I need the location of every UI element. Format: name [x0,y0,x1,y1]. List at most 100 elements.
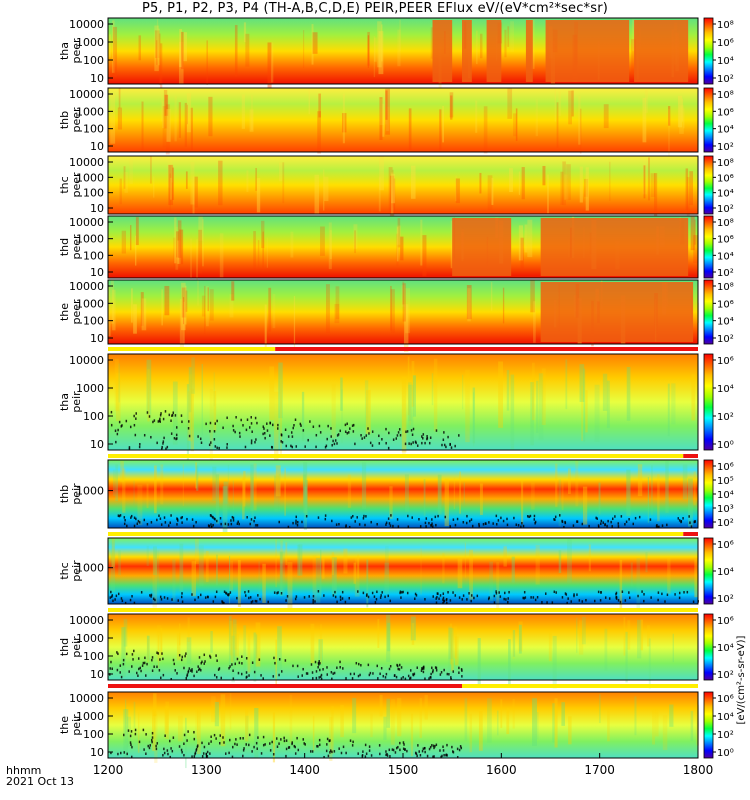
heatmap-noise [290,444,292,448]
heatmap-noise [176,672,178,675]
x-tick-label: 1500 [388,763,419,777]
heatmap-noise [650,596,652,599]
heatmap-streak [469,713,473,753]
heatmap-streak [401,376,407,453]
heatmap-streak [175,226,179,270]
heatmap-noise [332,672,334,675]
heatmap-streak [129,158,133,184]
heatmap-streak [555,463,558,507]
heatmap-streak [237,560,241,607]
heatmap-noise [389,755,391,758]
heatmap-noise [291,742,293,746]
heatmap-noise [264,743,266,746]
heatmap-noise [563,525,565,529]
heatmap-streak [509,168,513,192]
heatmap-noise [380,594,382,597]
heatmap-noise [333,442,336,446]
heatmap-noise [581,522,584,526]
heatmap-noise [248,743,250,747]
heatmap-streak [627,620,631,650]
heatmap-streak [510,374,515,451]
y-tick-label: 1000 [76,233,104,246]
heatmap-streak [303,30,305,69]
heatmap-noise [416,666,419,669]
heatmap-streak [668,106,671,126]
heatmap-noise [117,428,119,432]
heatmap-streak [213,372,215,407]
heatmap-noise [470,518,473,521]
heatmap-streak [455,178,460,204]
heatmap-streak [319,624,323,665]
heatmap-noise [374,601,377,604]
heatmap-streak [689,171,694,206]
colorbar [703,459,714,529]
heatmap-noise [262,735,265,739]
heatmap-noise [249,522,251,526]
heatmap-noise [157,652,160,655]
heatmap-noise [138,740,141,744]
heatmap-noise [389,524,392,527]
heatmap-noise [492,522,494,525]
heatmap-noise [370,520,372,524]
heatmap-streak [243,22,247,43]
heatmap-streak [631,39,637,73]
heatmap-streak [258,561,260,602]
heatmap-noise [191,668,193,671]
heatmap-streak [179,29,183,68]
heatmap-streak [135,217,139,246]
heatmap-noise [368,749,371,752]
heatmap-noise [381,591,383,594]
heatmap-noise [200,661,203,665]
heatmap-noise [123,751,126,754]
heatmap-noise [109,596,112,599]
heatmap-noise [553,590,556,594]
heatmap-noise [625,520,628,524]
heatmap-noise [331,750,333,754]
heatmap-noise [151,740,153,744]
heatmap-noise [256,747,258,750]
heatmap-noise [315,670,318,673]
colorbar [703,215,714,279]
heatmap-noise [443,431,445,434]
heatmap-streak [405,288,411,334]
colorbar-tick-label: 10⁶ [717,462,734,473]
heatmap-noise [269,421,272,425]
panel-probe-label: thb [58,485,71,503]
heatmap-streak [197,708,201,755]
heatmap-noise [362,517,365,520]
heatmap-noise [220,676,223,680]
heatmap-streak [579,166,583,203]
heatmap-noise [428,747,431,751]
heatmap-noise [432,525,434,528]
heatmap-noise [534,520,537,524]
heatmap-noise [367,427,369,430]
heatmap-streak [518,624,522,654]
heatmap-streak [331,557,337,596]
heatmap-noise [314,600,316,603]
heatmap-streak [690,710,694,741]
heatmap-streak [204,285,206,334]
colorbar-tick-label: 10² [717,670,734,681]
heatmap-noise [305,514,308,518]
heatmap-noise [236,743,238,746]
heatmap-noise [185,652,187,655]
heatmap-noise [495,592,498,595]
heatmap-streak [648,638,651,689]
heatmap-noise [151,738,153,742]
heatmap-noise [362,750,364,753]
heatmap-noise [197,668,200,672]
heatmap-noise [351,744,354,747]
heatmap-noise [167,752,169,756]
heatmap-noise [407,514,409,518]
heatmap-noise [326,737,329,741]
heatmap-noise [447,591,449,594]
heatmap-noise [344,423,347,427]
heatmap-noise [459,745,462,748]
heatmap-noise [397,431,400,434]
colorbar-tick-label: 10² [717,334,734,345]
heatmap-noise [285,739,288,742]
heatmap-noise [461,675,463,678]
heatmap-streak [152,176,155,198]
heatmap-noise [388,431,390,435]
heatmap-noise [387,594,390,598]
